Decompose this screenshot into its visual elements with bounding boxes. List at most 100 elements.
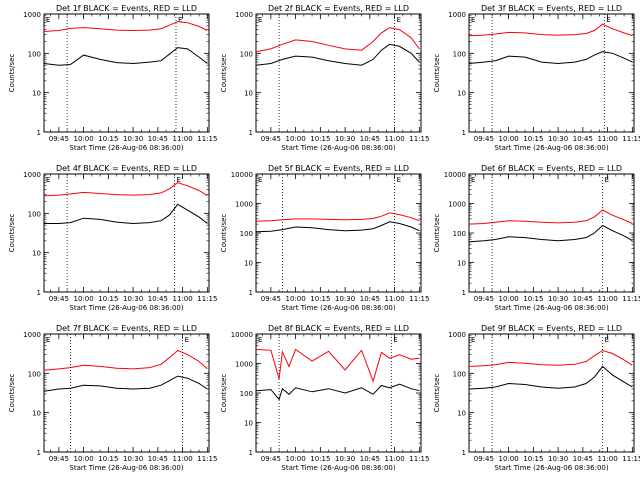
x-tick-label: 10:00 — [286, 455, 306, 463]
x-tick-label: 10:45 — [573, 455, 593, 463]
x-tick-label: 11:00 — [173, 295, 193, 303]
y-tick-label: 1000 — [235, 201, 253, 209]
y-tick-label: 10 — [457, 260, 466, 268]
x-tick-label: 10:45 — [360, 455, 380, 463]
y-tick-label: 1000 — [235, 11, 253, 19]
x-tick-label: 11:00 — [173, 455, 193, 463]
x-tick-label: 11:00 — [598, 295, 618, 303]
x-tick-label: 09:45 — [49, 455, 69, 463]
x-tick-label: 10:30 — [548, 295, 568, 303]
y-tick-label: 100 — [453, 370, 466, 378]
y-axis-label: Counts/sec — [433, 54, 441, 93]
x-tick-label: 09:45 — [49, 295, 69, 303]
plot-frame — [468, 13, 635, 133]
y-tick-label: 1 — [37, 129, 41, 137]
x-tick-label: 10:30 — [548, 455, 568, 463]
panel-title: Det 8f BLACK = Events, RED = LLD — [268, 324, 409, 333]
panel-title: Det 5f BLACK = Events, RED = LLD — [268, 164, 409, 173]
y-tick-label: 10 — [244, 260, 253, 268]
flag-label-right: E — [397, 16, 401, 24]
flag-label-right: E — [397, 176, 401, 184]
x-tick-label: 09:45 — [474, 295, 494, 303]
events-rate-line — [468, 365, 633, 390]
y-tick-label: 100 — [28, 370, 41, 378]
x-tick-label: 10:15 — [98, 455, 118, 463]
flag-label-left: E — [471, 176, 475, 184]
x-tick-label: 10:15 — [523, 295, 543, 303]
x-tick-label: 10:15 — [310, 295, 330, 303]
x-tick-label: 11:15 — [409, 455, 429, 463]
x-axis-label: Start Time (26-Aug-06 08:36:00) — [494, 144, 608, 152]
y-tick-label: 1000 — [448, 331, 466, 339]
events-rate-line — [43, 375, 208, 392]
plot-frame — [468, 333, 635, 453]
y-tick-label: 10 — [457, 410, 466, 418]
flag-label-right: E — [606, 16, 610, 24]
y-tick-label: 100 — [240, 230, 253, 238]
x-tick-label: 11:15 — [197, 455, 217, 463]
y-tick-label: 1 — [37, 289, 41, 297]
x-axis-label: Start Time (26-Aug-06 08:36:00) — [494, 464, 608, 472]
x-axis-label: Start Time (26-Aug-06 08:36:00) — [69, 464, 183, 472]
flag-label-right: E — [185, 336, 189, 344]
y-tick-label: 1000 — [448, 201, 466, 209]
y-tick-label: 1000 — [448, 11, 466, 19]
y-axis-label: Counts/sec — [433, 214, 441, 253]
x-axis-label: Start Time (26-Aug-06 08:36:00) — [494, 304, 608, 312]
x-tick-label: 10:45 — [148, 455, 168, 463]
plot-frame — [43, 173, 210, 293]
flag-label-left: E — [258, 176, 262, 184]
x-tick-label: 11:15 — [622, 455, 640, 463]
x-tick-label: 11:15 — [622, 135, 640, 143]
x-tick-label: 10:45 — [573, 135, 593, 143]
panel-title: Det 2f BLACK = Events, RED = LLD — [268, 4, 409, 13]
lld-rate-line — [43, 182, 208, 197]
x-tick-label: 11:15 — [409, 295, 429, 303]
y-tick-label: 10000 — [231, 331, 253, 339]
x-tick-label: 10:15 — [98, 295, 118, 303]
lld-rate-line — [468, 23, 633, 37]
flag-label-left: E — [46, 336, 50, 344]
y-tick-label: 1 — [462, 449, 466, 457]
flag-label-right: E — [178, 16, 182, 24]
plot-frame — [255, 13, 422, 133]
x-tick-label: 11:00 — [385, 455, 405, 463]
x-tick-label: 10:00 — [74, 455, 94, 463]
flag-label-right: E — [176, 176, 180, 184]
y-tick-label: 1 — [462, 289, 466, 297]
flag-label-left: E — [471, 16, 475, 24]
y-tick-label: 10 — [244, 90, 253, 98]
y-axis-label: Counts/sec — [220, 214, 228, 253]
x-tick-label: 09:45 — [261, 135, 281, 143]
x-tick-label: 09:45 — [261, 455, 281, 463]
x-tick-label: 11:00 — [385, 135, 405, 143]
plot-frame — [43, 333, 210, 453]
events-rate-line — [43, 47, 208, 66]
y-tick-label: 1000 — [235, 361, 253, 369]
y-tick-label: 1 — [37, 449, 41, 457]
events-rate-line — [44, 203, 208, 225]
x-tick-label: 10:30 — [123, 295, 143, 303]
y-axis-label: Counts/sec — [8, 374, 16, 413]
panel-title: Det 3f BLACK = Events, RED = LLD — [481, 4, 622, 13]
x-tick-label: 10:00 — [74, 135, 94, 143]
y-tick-label: 10 — [32, 250, 41, 258]
y-tick-label: 100 — [453, 230, 466, 238]
y-tick-label: 100 — [240, 390, 253, 398]
x-tick-label: 10:00 — [74, 295, 94, 303]
y-tick-label: 1000 — [23, 11, 41, 19]
flag-label-left: E — [471, 336, 475, 344]
y-axis-label: Counts/sec — [8, 214, 16, 253]
y-tick-label: 10000 — [444, 171, 466, 179]
x-tick-label: 10:30 — [335, 295, 355, 303]
x-tick-label: 10:30 — [123, 455, 143, 463]
y-tick-label: 10 — [457, 90, 466, 98]
events-rate-line — [468, 51, 633, 65]
x-tick-label: 11:15 — [197, 135, 217, 143]
x-tick-label: 10:45 — [148, 135, 168, 143]
x-tick-label: 11:00 — [385, 295, 405, 303]
panel-title: Det 6f BLACK = Events, RED = LLD — [481, 164, 622, 173]
y-tick-label: 10000 — [231, 171, 253, 179]
x-tick-label: 10:15 — [523, 455, 543, 463]
events-rate-line — [255, 221, 420, 233]
